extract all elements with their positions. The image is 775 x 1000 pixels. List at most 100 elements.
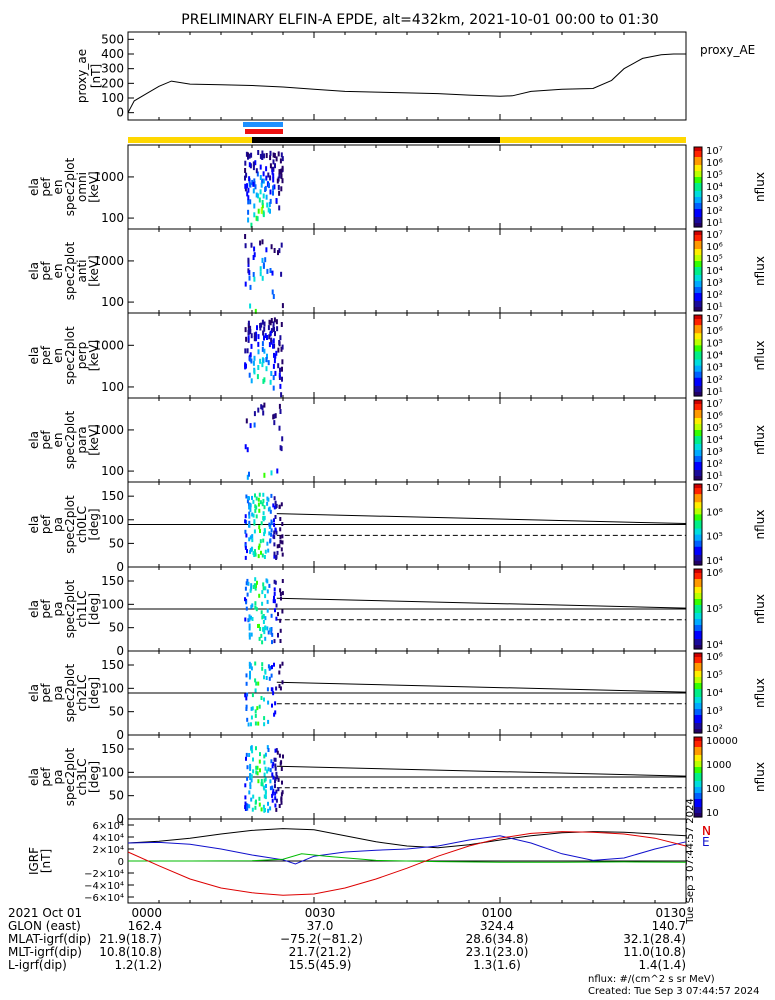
spectrogram-pixel [262, 178, 265, 184]
footer-row-value: 10.8(10.8) [99, 945, 162, 959]
spectrogram-pixel [271, 169, 274, 175]
spectrogram-pixel [266, 501, 269, 506]
spectrogram-pixel [254, 713, 257, 718]
spectrogram-pixel [272, 599, 275, 604]
colorbar-segment [694, 599, 702, 602]
spectrogram-pixel [248, 614, 251, 619]
spectrogram-pixel [267, 767, 270, 772]
spectrogram-pixel [244, 617, 247, 622]
colorbar-segment [694, 185, 702, 188]
spectrogram-pixel [258, 197, 261, 203]
colorbar-label: 10000 [706, 736, 738, 747]
panel-ylabel: ela [27, 768, 41, 786]
panel-frame [127, 397, 687, 483]
colorbar-segment [694, 219, 702, 222]
colorbar-segment [694, 171, 702, 174]
spectrogram-pixel [268, 202, 271, 207]
spectrogram-pixel [265, 676, 268, 680]
colorbar-segment [694, 629, 702, 632]
spectrogram-pixel [249, 535, 252, 540]
spectrogram-pixel [252, 769, 255, 774]
spectrogram-pixel [277, 347, 280, 353]
colorbar-label: 10⁴ [706, 556, 723, 567]
spectrogram-pixel [248, 617, 251, 622]
ytick-label: 0 [116, 728, 124, 742]
spectrogram-pixel [271, 703, 273, 708]
spectrogram-pixel [248, 511, 251, 516]
spectrogram-pixel [251, 706, 254, 711]
ytick-label: 100 [101, 597, 124, 611]
spectrogram-pixel [246, 592, 249, 597]
spectrogram-pixel [245, 363, 247, 369]
spectrogram-pixel [248, 372, 251, 378]
spectrogram-pixel [247, 722, 250, 727]
panel-ylabel: spec2plot [63, 663, 77, 722]
panel-ylabel: [keV] [87, 255, 101, 286]
spectrogram-pixel [262, 582, 265, 587]
spectrogram-panel: 1000100elapefenspec2plotperp[keV]10⁷10⁶1… [27, 312, 767, 399]
spectrogram-pixel [254, 508, 257, 513]
spectrogram-pixel [279, 628, 282, 633]
colorbar-label: 10¹ [706, 302, 723, 313]
spectrogram-pixel [260, 807, 263, 812]
spectrogram-pixel [262, 358, 265, 364]
colorbar-segment [694, 223, 702, 226]
spectrogram-pixel [249, 303, 252, 309]
panel-ylabel: ch3LC [75, 759, 89, 796]
colorbar-segment [694, 701, 702, 704]
spectrogram-pixel [281, 165, 284, 171]
day-bar [500, 137, 686, 143]
colorbar-segment [694, 456, 702, 459]
science-zone-bar [245, 129, 283, 134]
spectrogram-pixel [262, 620, 265, 624]
colorbar-segment [694, 375, 702, 379]
spectrogram-pixel [265, 366, 268, 372]
spectrogram-pixel [275, 350, 278, 356]
spectrogram-pixel [280, 547, 283, 552]
colorbar-segment [694, 709, 702, 712]
spectrogram-pixel [250, 745, 253, 750]
spectrogram-pixel [280, 186, 283, 192]
colorbar-segment [694, 211, 702, 214]
spectrogram-pixel [250, 333, 253, 339]
colorbar-segment [694, 245, 702, 248]
footer-row-label: GLON (east) [8, 919, 81, 933]
spectrogram-pixel [259, 500, 262, 505]
spectrogram-pixel [262, 262, 265, 268]
colorbar-segment [694, 699, 702, 702]
spectrogram-pixel [253, 203, 256, 209]
spectrogram-pixel [258, 704, 261, 709]
spectrogram-pixel [270, 328, 273, 334]
spectrogram-pixel [281, 540, 284, 545]
spectrogram-pixel [273, 587, 276, 592]
spectrogram-pixel [271, 289, 274, 295]
colorbar-segment [694, 635, 702, 638]
spectrogram-pixel [260, 208, 263, 214]
spectrogram-pixel [253, 246, 256, 252]
colorbar-segment [694, 625, 702, 628]
spectrogram-pixel [255, 514, 258, 519]
colorbar-segment [694, 259, 702, 262]
colorbar-segment [694, 167, 702, 170]
spectrogram-pixel [270, 687, 273, 692]
spectrogram-pixel [275, 530, 278, 535]
colorbar-segment [694, 548, 702, 552]
colorbar-frame [693, 652, 703, 734]
spectrogram-pixel [280, 792, 283, 797]
spectrogram-pixel [254, 308, 257, 314]
spectrogram-pixel [280, 174, 283, 179]
spectrogram-pixel [247, 335, 250, 341]
spectrogram-pixel [250, 778, 253, 783]
panel-ylabel: spec2plot [63, 579, 77, 638]
spectrogram-pixel [273, 599, 276, 604]
colorbar-label: 10¹ [706, 218, 723, 229]
colorbar-segment [694, 550, 702, 554]
colorbar-segment [694, 327, 702, 330]
colorbar-label: 1000 [706, 760, 731, 771]
colorbar-segment [694, 309, 702, 312]
spectrogram-pixel [274, 527, 277, 532]
spectrogram-pixel [277, 363, 280, 369]
colorbar-segment [694, 249, 702, 252]
colorbar-segment [694, 655, 702, 658]
colorbar-segment [694, 813, 702, 816]
